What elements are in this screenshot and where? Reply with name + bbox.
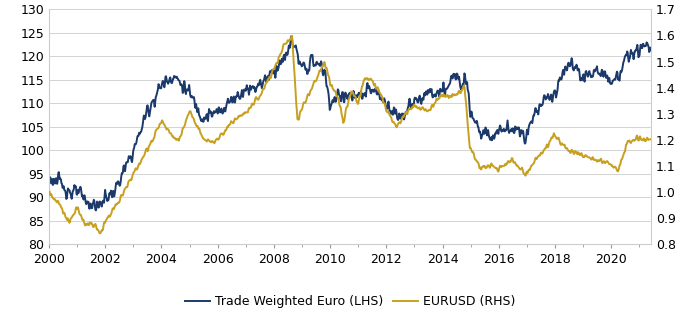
- Line: Trade Weighted Euro (LHS): Trade Weighted Euro (LHS): [50, 36, 651, 210]
- Line: EURUSD (RHS): EURUSD (RHS): [50, 36, 651, 233]
- Legend: Trade Weighted Euro (LHS), EURUSD (RHS): Trade Weighted Euro (LHS), EURUSD (RHS): [180, 290, 520, 313]
